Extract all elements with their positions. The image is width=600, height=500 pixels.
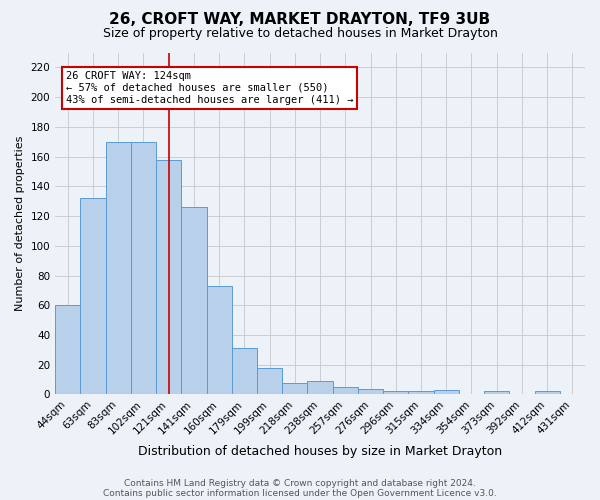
Bar (181, 207, 206, 394)
Bar (156, 160, 181, 394)
Bar (307, 381, 332, 394)
Text: 26 CROFT WAY: 124sqm
← 57% of detached houses are smaller (550)
43% of semi-deta: 26 CROFT WAY: 124sqm ← 57% of detached h… (66, 72, 353, 104)
Bar (80, 198, 106, 394)
Bar (106, 142, 131, 394)
Bar (131, 142, 156, 394)
Bar (282, 382, 307, 394)
Text: 26, CROFT WAY, MARKET DRAYTON, TF9 3UB: 26, CROFT WAY, MARKET DRAYTON, TF9 3UB (109, 12, 491, 28)
Bar (383, 392, 409, 394)
Bar (55, 305, 80, 394)
Bar (206, 286, 232, 395)
X-axis label: Distribution of detached houses by size in Market Drayton: Distribution of detached houses by size … (138, 444, 502, 458)
Text: Size of property relative to detached houses in Market Drayton: Size of property relative to detached ho… (103, 28, 497, 40)
Bar (358, 388, 383, 394)
Bar (232, 348, 257, 395)
Text: Contains public sector information licensed under the Open Government Licence v3: Contains public sector information licen… (103, 488, 497, 498)
Bar (257, 368, 282, 394)
Bar (484, 392, 509, 394)
Y-axis label: Number of detached properties: Number of detached properties (15, 136, 25, 311)
Bar (409, 392, 434, 394)
Text: Contains HM Land Registry data © Crown copyright and database right 2024.: Contains HM Land Registry data © Crown c… (124, 478, 476, 488)
Bar (332, 387, 358, 394)
Bar (434, 390, 459, 394)
Bar (535, 392, 560, 394)
